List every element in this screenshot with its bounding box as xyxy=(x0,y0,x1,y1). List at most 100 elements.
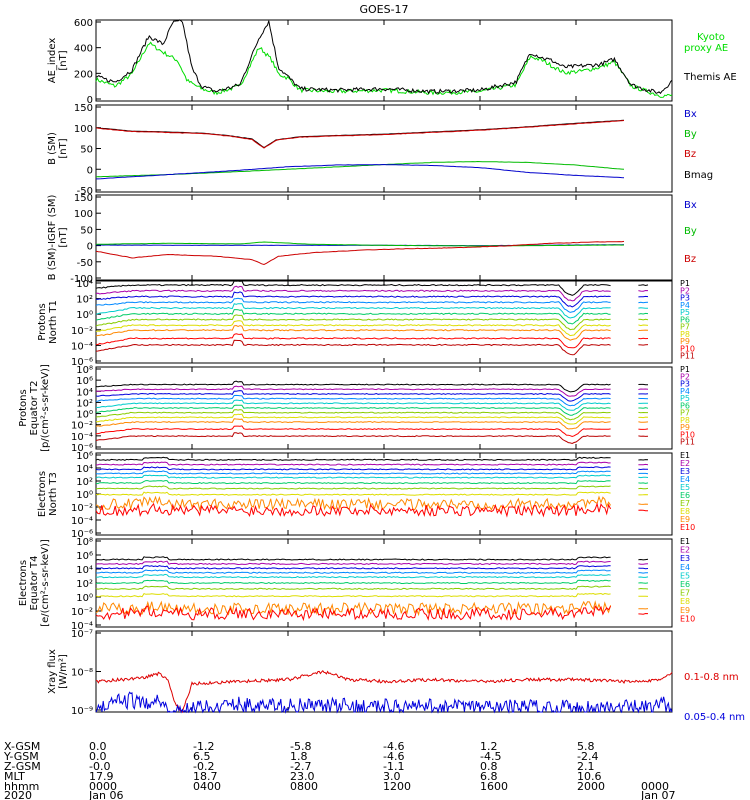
channel-flux-line xyxy=(96,461,611,466)
footer-cell: 1.8 xyxy=(290,750,308,763)
panel-frame xyxy=(95,104,673,193)
channel-flux-line xyxy=(95,297,611,313)
y-tick-label: 10² xyxy=(76,295,93,306)
channel-flux-line xyxy=(95,291,611,308)
channel-label: E10 xyxy=(680,523,695,532)
channel-flux-line xyxy=(95,579,611,585)
channel-flux-segment xyxy=(638,289,649,292)
channel-flux-line xyxy=(95,565,611,570)
channel-flux-line xyxy=(95,485,611,490)
channel-flux-line xyxy=(95,324,611,341)
channel-label: P3 xyxy=(680,294,690,303)
channel-flux-line xyxy=(95,339,611,356)
channel-flux-line xyxy=(95,280,611,296)
y-tick-label: 100 xyxy=(74,124,93,135)
legend-entry: 0.05-0.4 nm xyxy=(684,712,745,723)
channel-flux-segment xyxy=(638,344,649,346)
channel-flux-line xyxy=(95,314,611,331)
channel-label: E10 xyxy=(680,614,695,623)
channel-label: P4 xyxy=(680,387,690,396)
channel-flux-line xyxy=(95,409,611,421)
channel-flux-line xyxy=(95,418,611,430)
y-tick-label: 10⁻⁶ xyxy=(71,443,93,454)
channel-label: P3 xyxy=(680,380,690,389)
channel-flux-segment xyxy=(638,558,649,561)
y-tick-label: 10⁸ xyxy=(76,537,93,548)
panel-bigrf: 150 100 50 0 -50 -100 B (SM)-IGRF (SM) [nT] Bx By… xyxy=(47,193,697,285)
y-tick-label: 10⁻² xyxy=(71,503,93,514)
channel-flux-line xyxy=(95,470,611,475)
y-tick-label: 10⁶ xyxy=(76,551,93,562)
footer-row-label: hhmm xyxy=(4,780,39,793)
legend-entry: Bz xyxy=(684,149,696,160)
y-tick-label: 150 xyxy=(74,103,93,114)
footer-cell: 0.8 xyxy=(480,760,498,773)
footer-group: X-GSMY-GSMZ-GSMMLThhmm20200.00.0-0.017.9… xyxy=(3,740,675,800)
footer-cell: 1.2 xyxy=(480,740,498,753)
channel-label: E2 xyxy=(680,546,690,555)
channel-flux-segment xyxy=(638,318,649,321)
footer-cell: 1200 xyxy=(383,780,411,793)
channel-label: P5 xyxy=(680,394,690,403)
legend-entry: Bz xyxy=(684,254,696,265)
channel-label: P9 xyxy=(680,423,690,432)
y-tick-label: 10⁻⁷ xyxy=(71,629,93,640)
legend-entry: Themis AE xyxy=(683,72,737,83)
channel-label: P11 xyxy=(680,352,695,361)
y-tick-label: 10⁴ xyxy=(76,464,93,475)
channel-flux-line xyxy=(95,495,612,512)
channel-flux-line xyxy=(95,556,611,561)
channel-flux-line xyxy=(95,285,611,302)
y-tick-label: 50 xyxy=(80,225,93,236)
channel-label: P5 xyxy=(680,308,690,317)
y-tick-label: 10⁴ xyxy=(76,387,93,398)
channel-label: E9 xyxy=(680,515,690,524)
y-tick-label: 10⁻⁶ xyxy=(71,357,93,368)
y-tick-label: 10⁰ xyxy=(76,490,93,501)
y-tick-label: 0 xyxy=(87,95,93,106)
y-axis-label: [nT] xyxy=(58,227,69,247)
channel-flux-segment xyxy=(638,324,649,327)
channel-flux-segment xyxy=(638,435,649,437)
channel-flux-line xyxy=(95,432,611,445)
channel-flux-segment xyxy=(638,503,649,505)
footer-cell: 0000 xyxy=(641,780,669,793)
panel-frame xyxy=(95,280,673,364)
channel-flux-segment xyxy=(638,428,649,430)
channel-flux-line xyxy=(95,456,611,461)
channel-label: P8 xyxy=(680,416,690,425)
channel-label: E7 xyxy=(680,589,690,598)
channel-label: E1 xyxy=(680,537,690,546)
channel-flux-line xyxy=(95,605,612,622)
channel-flux-line xyxy=(95,385,611,397)
channel-flux-line xyxy=(95,474,611,479)
y-axis-label: [W/m²] xyxy=(58,654,69,689)
channel-label: P1 xyxy=(680,279,690,288)
y-axis-label: [nT] xyxy=(58,138,69,158)
y-axis-label: B (SM) xyxy=(47,132,58,165)
footer-cell: -5.8 xyxy=(290,740,311,753)
footer-cell: -1.1 xyxy=(383,760,404,773)
field-series-line xyxy=(96,119,625,149)
xray-series-line xyxy=(95,691,673,714)
y-axis-label: Equator T4 xyxy=(29,556,40,611)
legend-entry: proxy AE xyxy=(684,43,728,54)
footer-cell: 0.0 xyxy=(89,750,107,763)
channel-flux-line xyxy=(96,404,611,416)
y-tick-label: 10⁸ xyxy=(76,365,93,376)
y-tick-label: 50 xyxy=(80,145,93,156)
channel-flux-line xyxy=(95,333,611,349)
footer-cell: 1600 xyxy=(480,780,508,793)
channel-flux-line xyxy=(95,320,611,337)
channel-flux-line xyxy=(95,569,611,574)
channel-flux-segment xyxy=(638,301,649,304)
y-tick-label: 100 xyxy=(74,209,93,220)
footer-cell: -0.2 xyxy=(193,760,214,773)
legend-entry: Bx xyxy=(684,109,697,120)
legend-entry: By xyxy=(684,129,697,140)
channel-flux-line xyxy=(95,466,611,471)
field-series-line xyxy=(95,160,625,178)
y-tick-label: -50 xyxy=(77,258,93,269)
y-axis-label: [nT] xyxy=(58,50,69,70)
channel-flux-segment xyxy=(638,295,649,298)
